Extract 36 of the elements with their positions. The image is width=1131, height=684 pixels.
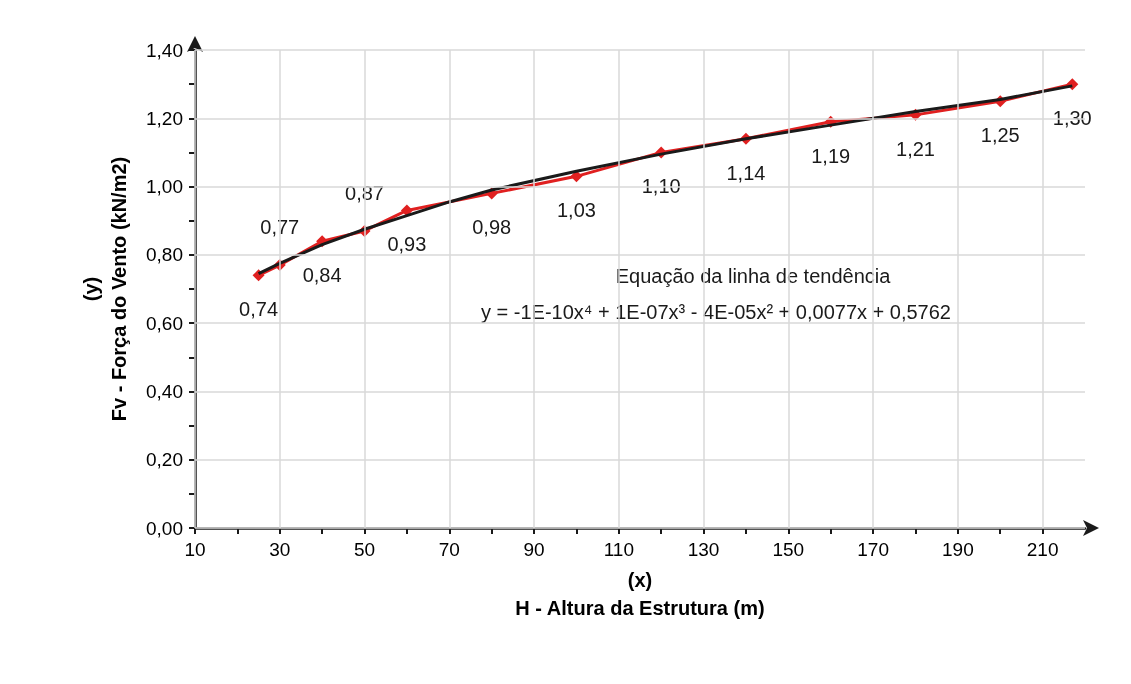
- y-tick-label: 0,20: [146, 449, 183, 471]
- data-label: 1,10: [641, 175, 681, 198]
- x-tick-label: 190: [942, 539, 974, 560]
- x-tick-label: 30: [269, 539, 291, 560]
- x-tick-label: 50: [353, 539, 376, 560]
- annotation: Equação da linha de tendência: [615, 265, 892, 287]
- data-label: 0,98: [472, 216, 512, 239]
- x-tick-label: 150: [772, 539, 805, 560]
- y-tick-label: 0,80: [146, 244, 183, 266]
- x-tick-label: 210: [1026, 539, 1059, 560]
- data-label: 1,30: [1052, 107, 1092, 130]
- x-tick-label: 70: [438, 539, 460, 560]
- y-axis-title: (y) Fv - Força do Vento (kN/m2): [80, 156, 130, 422]
- y-tick-label: 0,00: [146, 517, 183, 539]
- y-tick-label: 1,00: [146, 176, 183, 198]
- data-label: 1,21: [896, 137, 935, 160]
- data-label: 0,93: [387, 233, 427, 256]
- y-tick-label: 0,60: [146, 312, 183, 334]
- data-label: 1,14: [726, 161, 766, 184]
- y-tick-label: 0,40: [146, 380, 183, 402]
- data-label: 0,77: [260, 216, 300, 239]
- data-label: 1,19: [811, 144, 851, 167]
- y-tick-label: 1,40: [146, 39, 183, 61]
- annotation: y = -1E-10x⁴ + 1E-07x³ - 4E-05x² + 0,0077x + 0,5762: [481, 301, 951, 323]
- x-tick-label: 110: [603, 539, 634, 560]
- x-tick-label: 90: [523, 539, 545, 560]
- y-tick-label: 1,20: [146, 107, 183, 129]
- data-label: 0,87: [345, 181, 384, 204]
- x-tick-label: 170: [857, 539, 889, 560]
- x-axis-title: (x) H - Altura da Estrutura (m): [515, 569, 765, 619]
- data-label: 1,03: [556, 199, 596, 222]
- data-label: 0,84: [302, 264, 342, 287]
- x-tick-label: 10: [184, 539, 206, 560]
- data-label: 0,74: [239, 298, 279, 321]
- x-tick-label: 130: [687, 539, 720, 560]
- data-label: 1,25: [980, 124, 1020, 147]
